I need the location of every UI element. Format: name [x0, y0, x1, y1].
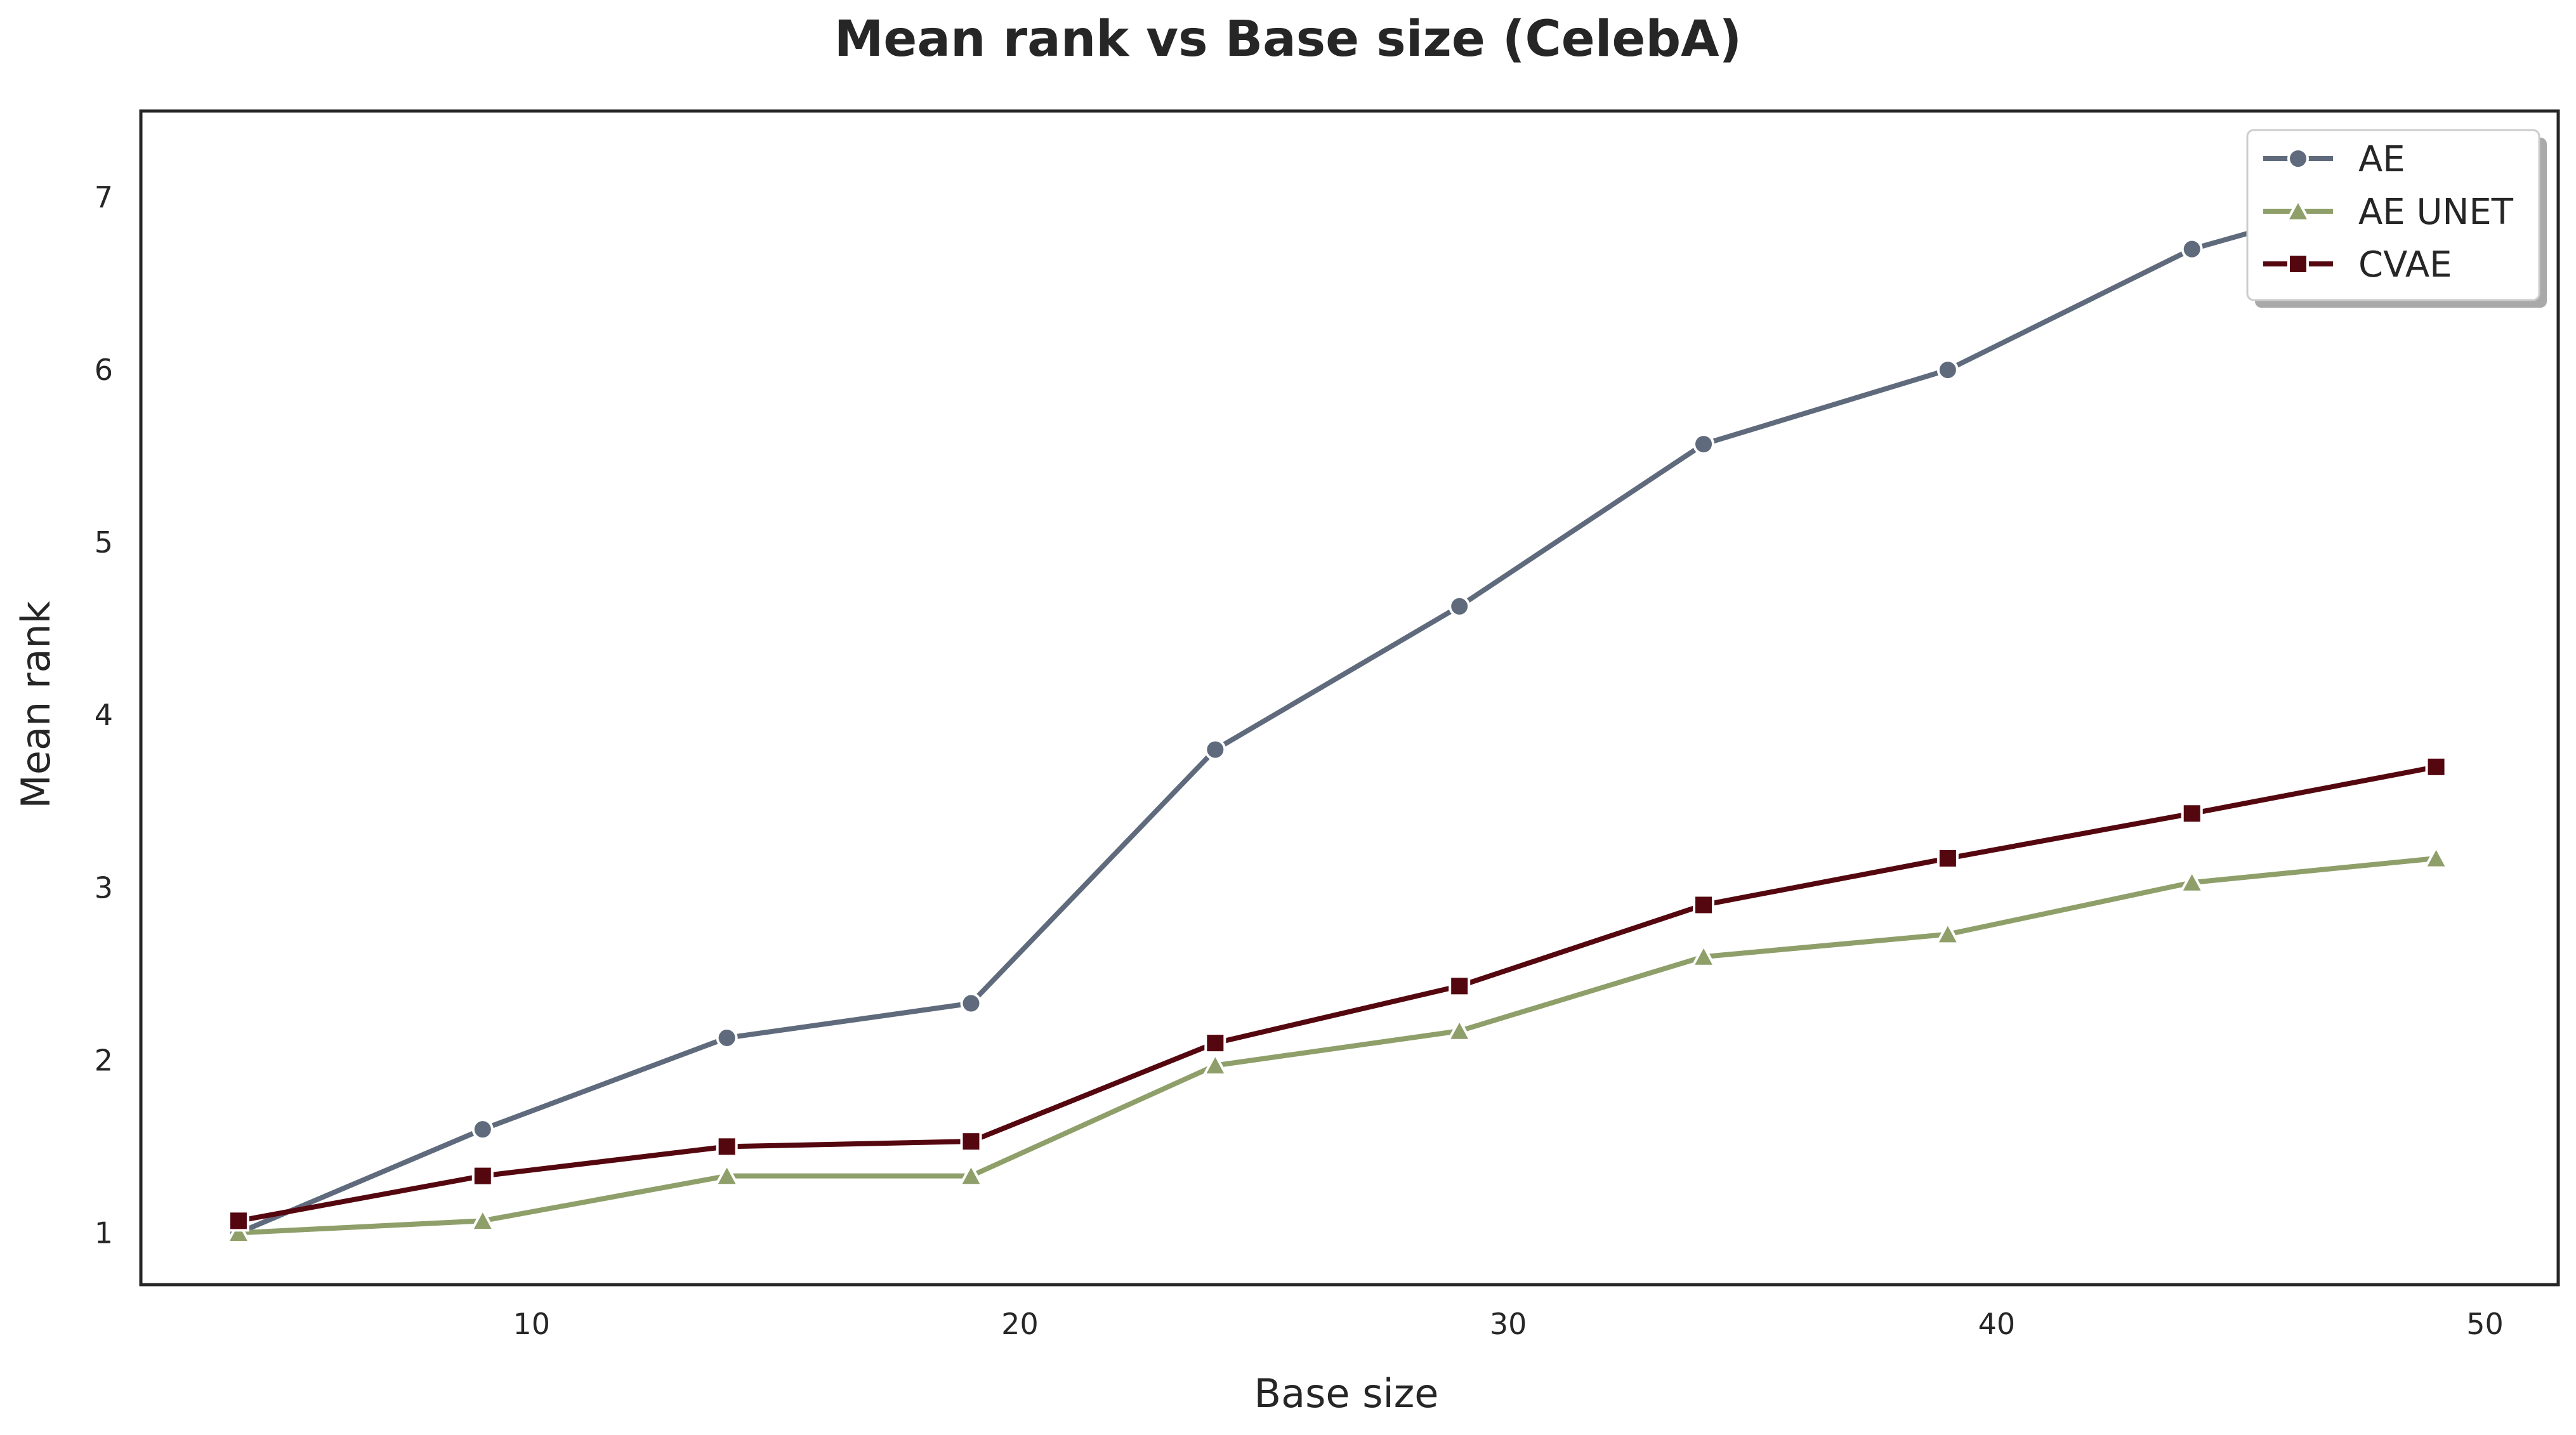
- legend-marker-ae-unet: [2285, 197, 2311, 222]
- legend: AE AE UNET CVAE: [2246, 129, 2547, 308]
- legend-marker-cvae: [2287, 253, 2309, 275]
- data-point-ae-unet: [1690, 943, 1717, 967]
- legend-label: AE UNET: [2358, 192, 2514, 233]
- data-point-cvae: [716, 1136, 738, 1158]
- series-ae-unet: [225, 844, 2450, 1244]
- data-point-ae: [1449, 595, 1471, 617]
- data-point-ae-unet: [1202, 1052, 1228, 1077]
- series-line-ae: [237, 177, 2437, 1236]
- legend-box: [2246, 129, 2540, 301]
- y-tick-label: 6: [95, 353, 113, 387]
- x-axis-label: Base size: [1254, 1370, 1439, 1417]
- data-point-ae: [2181, 238, 2203, 260]
- data-point-cvae: [2425, 756, 2447, 778]
- data-point-cvae: [471, 1165, 494, 1187]
- legend-label: AE: [2358, 139, 2405, 180]
- data-point-ae-unet: [714, 1162, 740, 1187]
- data-point-ae-unet: [470, 1207, 496, 1232]
- plot-frame: [139, 109, 2560, 1287]
- legend-item-ae: AE: [2263, 139, 2405, 180]
- series-line-ae-unet: [238, 856, 2436, 1236]
- data-point-cvae: [960, 1130, 982, 1153]
- chart-title: Mean rank vs Base size (CelebA): [834, 11, 1742, 68]
- data-point-ae: [471, 1118, 494, 1141]
- y-tick-label: 3: [95, 870, 113, 905]
- data-point-ae-unet: [957, 1162, 985, 1187]
- data-point-cvae: [227, 1210, 249, 1232]
- data-point-ae: [1204, 738, 1226, 761]
- data-point-ae-unet: [1935, 921, 1961, 945]
- data-point-cvae: [2181, 803, 2203, 825]
- series-layer: [225, 169, 2450, 1244]
- x-tick-label: 40: [1978, 1307, 2016, 1341]
- data-point-ae: [960, 992, 982, 1014]
- y-tick-label: 4: [95, 698, 113, 732]
- data-point-ae: [1693, 433, 1715, 455]
- x-tick-label: 10: [513, 1307, 550, 1341]
- data-point-cvae: [1693, 894, 1715, 916]
- data-point-cvae: [1449, 975, 1471, 997]
- data-point-ae-unet: [1446, 1017, 1473, 1042]
- legend-item-ae-unet: AE UNET: [2263, 192, 2514, 233]
- series-cvae: [227, 756, 2447, 1232]
- data-point-ae-unet: [225, 1219, 252, 1244]
- y-tick-label: 7: [95, 180, 113, 214]
- y-tick-label: 2: [95, 1043, 113, 1077]
- x-tick-label: 20: [1001, 1307, 1039, 1341]
- data-point-ae-unet: [2422, 844, 2450, 869]
- x-tick-label: 30: [1490, 1307, 1527, 1341]
- legend-marker-ae: [2287, 148, 2309, 169]
- x-tick-label: 50: [2466, 1307, 2504, 1341]
- series-ae: [227, 169, 2447, 1244]
- y-axis-ticks: 1 2 3 4 5 6 7: [95, 180, 113, 1250]
- data-point-ae: [1936, 359, 1959, 381]
- series-line-cvae: [238, 764, 2437, 1224]
- y-axis-label: Mean rank: [13, 601, 59, 808]
- y-tick-label: 5: [95, 525, 113, 560]
- legend-label: CVAE: [2358, 244, 2452, 285]
- data-point-ae: [716, 1026, 738, 1049]
- y-tick-label: 1: [95, 1215, 113, 1250]
- x-axis-ticks: 10 20 30 40 50: [513, 1307, 2503, 1341]
- data-point-ae-unet: [2179, 868, 2205, 893]
- legend-item-cvae: CVAE: [2263, 244, 2452, 285]
- data-point-cvae: [1204, 1032, 1226, 1054]
- data-point-cvae: [1936, 848, 1959, 870]
